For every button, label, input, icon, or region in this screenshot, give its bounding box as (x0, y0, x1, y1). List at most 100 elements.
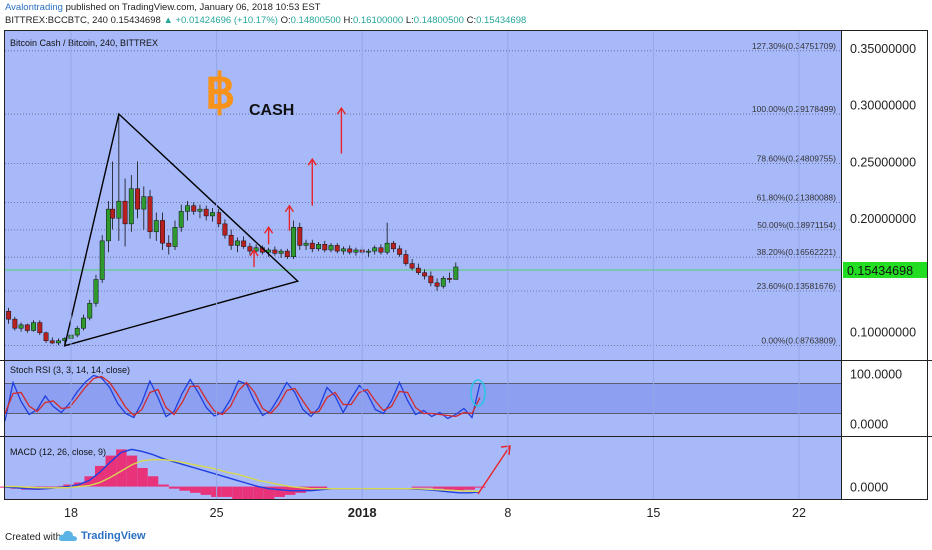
candle-body (284, 250, 290, 258)
close-value: 0.15434698 (476, 15, 527, 26)
candle-body (49, 340, 55, 344)
candle-body (178, 211, 184, 228)
candle-body (234, 240, 240, 246)
bitcoin-logo-icon: ฿ (205, 66, 236, 119)
x-tick-label: 15 (646, 506, 660, 520)
symbol-label: BITTREX:BCCBTC, 240 (5, 15, 108, 26)
stoch-y-tick-label: 100.0000 (850, 368, 902, 382)
candle-body (272, 249, 278, 254)
x-tick-label: 2018 (348, 505, 377, 520)
candle-body (74, 327, 80, 336)
price-change: ▲ +0.01424696 (+10.17%) (163, 15, 278, 26)
candle-body (191, 205, 197, 212)
candle-body (390, 242, 396, 250)
x-tick-label: 8 (504, 506, 511, 520)
stoch-line (4, 374, 481, 422)
candle-body (153, 220, 159, 233)
close-label: C: (466, 15, 477, 26)
candle-body (247, 246, 253, 252)
target-arrow-head (284, 204, 294, 213)
candle-body (6, 310, 12, 320)
candle-body (62, 338, 68, 341)
candle-body (397, 248, 403, 255)
candle-body (197, 208, 203, 212)
macd-histogram-bar (147, 476, 159, 487)
candle-body (147, 196, 153, 233)
macd-histogram-bar (179, 486, 190, 491)
main-pane-title: Bitcoin Cash / Bitcoin, 240, BITTREX (10, 38, 158, 48)
macd-histogram-bar (443, 486, 454, 490)
stoch-band (5, 383, 841, 414)
ohlc-line: BITTREX:BCCBTC, 240 0.15434698 ▲ +0.0142… (5, 15, 526, 27)
high-label: H: (343, 15, 353, 26)
y-tick-label: 0.35000000 (850, 42, 916, 56)
candle-body (24, 324, 30, 331)
y-tick-label: 0.30000000 (850, 99, 916, 113)
candle-body (31, 322, 37, 331)
y-tick-label: 0.20000000 (850, 212, 916, 226)
candle-body (116, 200, 122, 219)
target-arrow-head (249, 248, 259, 257)
candle-body (12, 318, 18, 329)
candle-body (365, 250, 371, 253)
chart-canvas[interactable]: Bitcoin Cash / Bitcoin, 240, BITTREX 127.… (0, 30, 932, 524)
candle-body (203, 208, 209, 217)
stoch-rsi-pane[interactable]: Stoch RSI (3, 3, 14, 14, close) (4, 365, 841, 422)
candle-body (372, 247, 378, 252)
candle-body (122, 200, 128, 225)
macd-histogram-bar (116, 449, 127, 487)
candle-body (440, 278, 446, 287)
stoch-y-tick-label: 0.0000 (850, 418, 888, 432)
last-price: 0.15434698 (110, 15, 161, 26)
macd-pane[interactable]: MACD (12, 26, close, 9) (0, 445, 511, 499)
candle-body (341, 248, 346, 252)
candle-body (297, 227, 303, 246)
fib-level-label: 78.60%(0.24809755) (757, 154, 837, 164)
macd-histogram-bar (263, 486, 275, 499)
candle-body (403, 254, 409, 264)
candle-body (378, 247, 384, 253)
candle-body (216, 212, 222, 225)
macd-histogram-bar (95, 465, 106, 487)
candle-body (447, 278, 453, 280)
macd-histogram-bar (105, 455, 117, 487)
macd-histogram-bar (316, 486, 328, 489)
fib-level-label: 38.20%(0.16562221) (757, 247, 837, 257)
fib-level-label: 61.80%(0.21380088) (757, 193, 837, 203)
macd-line (5, 459, 480, 492)
candle-body (43, 332, 49, 341)
candle-body (384, 242, 390, 253)
candle-body (316, 244, 321, 250)
current-price-label: 0.15434698 (847, 264, 913, 278)
fib-level-label: 100.00%(0.29178499) (752, 104, 836, 114)
macd-arrow-head (500, 445, 511, 456)
candle-body (334, 245, 340, 252)
candle-body (322, 244, 328, 251)
candle-body (56, 340, 61, 344)
macd-histogram-bar (126, 455, 138, 487)
tradingview-brand[interactable]: TradingView (58, 529, 146, 543)
chart-header: Avalontrading published on TradingView.c… (0, 0, 932, 30)
macd-histogram-bar (63, 484, 74, 487)
candle-body (172, 227, 178, 247)
chart-frame (4, 30, 928, 500)
published-text: published on TradingView.com, January 06… (65, 2, 321, 13)
x-tick-label: 25 (210, 506, 224, 520)
x-tick-label: 18 (64, 506, 78, 520)
publish-line: Avalontrading published on TradingView.c… (5, 2, 321, 14)
macd-histogram-bar (295, 486, 307, 493)
author-link[interactable]: Avalontrading (5, 2, 63, 13)
macd-histogram-bar (432, 486, 444, 489)
tradingview-cloud-icon (58, 530, 77, 541)
candle-body (87, 303, 93, 319)
macd-histogram-bar (84, 476, 95, 487)
candle-body (409, 263, 415, 269)
open-value: 0.14800500 (290, 15, 341, 26)
fib-level-label: 127.30%(0.34751709) (752, 41, 836, 51)
candle-body (278, 250, 284, 254)
candle-body (166, 242, 172, 247)
macd-histogram-bar (411, 486, 423, 488)
candle-body (434, 282, 440, 287)
candle-body (93, 279, 99, 304)
chart-background (5, 31, 841, 499)
